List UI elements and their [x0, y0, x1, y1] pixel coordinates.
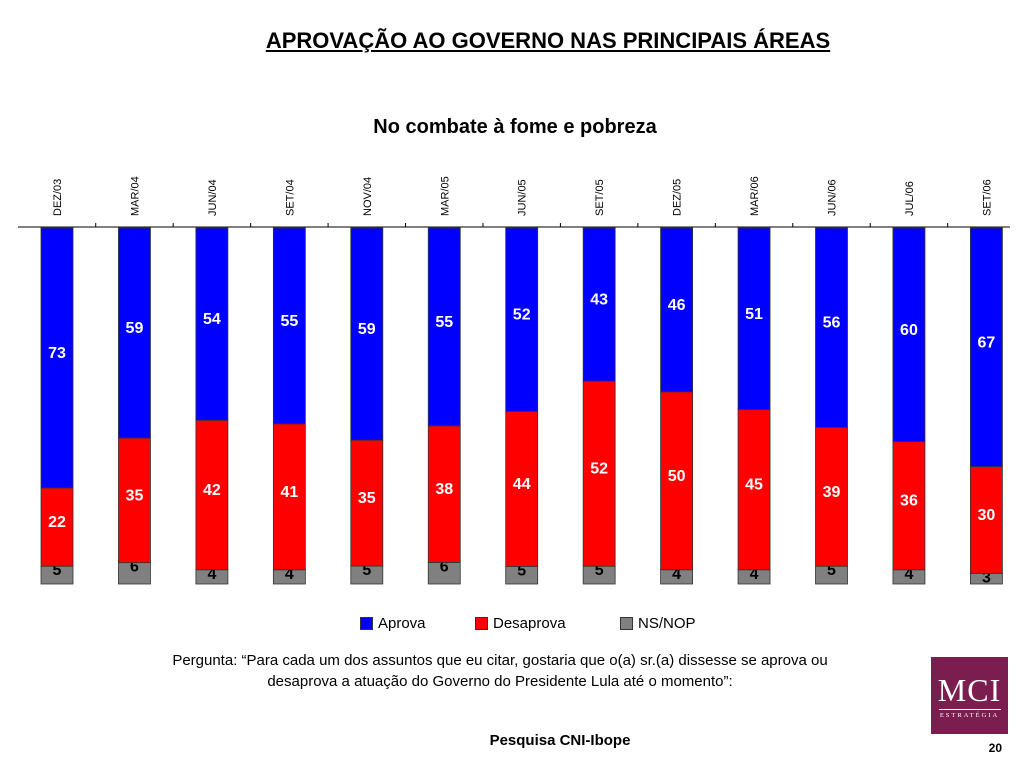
- data-label: 60: [900, 322, 918, 339]
- category-label: SET/06: [981, 179, 993, 216]
- data-label: 5: [595, 562, 604, 579]
- legend-label-nsnop: NS/NOP: [638, 614, 696, 632]
- category-label: MAR/05: [439, 176, 451, 216]
- bar-segment-desaprova: [427, 425, 461, 563]
- category-label: JUL/06: [904, 181, 916, 216]
- bar-segment-aprova: [118, 227, 151, 439]
- category-label: MAR/06: [749, 176, 761, 216]
- source-note: Pesquisa CNI-Ibope: [489, 732, 631, 749]
- bar-segment-aprova: [195, 227, 229, 421]
- data-label: 46: [668, 297, 686, 314]
- data-label: 5: [517, 562, 526, 579]
- mci-logo: MCI ESTRATÉGIA: [931, 657, 1008, 734]
- bar-segment-aprova: [40, 227, 74, 489]
- slide-title: APROVAÇÃO AO GOVERNO NAS PRINCIPAIS ÁREA…: [265, 28, 831, 53]
- data-label: 4: [207, 566, 216, 583]
- bar-segment-aprova: [272, 227, 306, 425]
- category-label: JUN/06: [827, 179, 839, 216]
- data-label: 4: [904, 566, 913, 583]
- data-label: 73: [48, 345, 66, 362]
- bar-segment-aprova: [660, 227, 693, 393]
- data-label: 5: [362, 562, 371, 579]
- data-label: 4: [285, 566, 294, 583]
- page-number: 20: [988, 741, 1002, 755]
- bar-segment-desaprova: [118, 437, 151, 564]
- data-label: 5: [827, 562, 836, 579]
- bar-segment-aprova: [815, 227, 848, 428]
- data-label: 52: [590, 461, 608, 478]
- bar-segment-aprova: [970, 227, 1003, 467]
- data-label: 51: [745, 306, 763, 323]
- logo-main-text: MCI: [937, 672, 1002, 708]
- survey-question: Pergunta: “Para cada um dos assuntos que…: [172, 652, 828, 690]
- data-label: 52: [513, 307, 531, 324]
- bar-segment-aprova: [350, 227, 384, 441]
- bar-segment-desaprova: [272, 423, 306, 571]
- bar-segment-desaprova: [737, 409, 771, 571]
- data-label: 45: [745, 477, 763, 494]
- data-label: 59: [126, 320, 144, 337]
- bar-segment-desaprova: [892, 441, 926, 571]
- bar-segment-desaprova: [195, 419, 229, 571]
- bar-segment-desaprova: [505, 410, 539, 567]
- category-label: SET/05: [594, 179, 606, 216]
- logo-sub-text: ESTRATÉGIA: [939, 712, 1000, 719]
- data-label: 6: [440, 558, 449, 575]
- legend-swatch-nsnop: [620, 616, 633, 630]
- category-label: JUN/04: [207, 179, 219, 216]
- legend-label-desaprova: Desaprova: [493, 614, 566, 632]
- category-label: DEZ/05: [672, 179, 684, 216]
- bar-segment-aprova: [737, 227, 771, 410]
- bar-segment-aprova: [582, 227, 616, 382]
- data-label: 56: [823, 315, 841, 332]
- data-label: 5: [53, 562, 62, 579]
- legend-item-aprova: Aprova: [360, 614, 426, 632]
- legend-swatch-aprova: [360, 616, 373, 630]
- data-label: 35: [126, 487, 144, 504]
- data-label: 36: [900, 493, 918, 510]
- category-label: SET/04: [284, 179, 296, 216]
- chart-title: No combate à fome e pobreza: [373, 116, 657, 138]
- data-label: 22: [48, 514, 66, 531]
- data-label: 55: [435, 314, 453, 331]
- legend-item-nsnop: NS/NOP: [620, 614, 696, 632]
- bar-segment-aprova: [892, 227, 926, 443]
- category-label: NOV/04: [362, 177, 374, 216]
- data-label: 42: [203, 482, 221, 499]
- data-label: 50: [668, 468, 686, 485]
- category-label: MAR/04: [129, 176, 141, 216]
- data-label: 44: [513, 476, 531, 493]
- data-label: 43: [590, 292, 608, 309]
- bar-segment-aprova: [505, 227, 539, 412]
- stacked-bar-chart: DEZ/0352273MAR/0463559JUN/0444254SET/044…: [18, 176, 1010, 586]
- data-label: 59: [358, 321, 376, 338]
- data-label: 30: [978, 507, 996, 524]
- data-label: 6: [130, 559, 139, 576]
- legend-swatch-desaprova: [475, 616, 488, 630]
- data-label: 4: [672, 566, 681, 583]
- bar-segment-desaprova: [40, 487, 74, 567]
- data-label: 3: [982, 569, 991, 586]
- bar-segment-desaprova: [660, 391, 693, 571]
- bar-segment-aprova: [427, 227, 461, 427]
- legend-label-aprova: Aprova: [378, 614, 426, 632]
- data-label: 54: [203, 311, 221, 328]
- legend-item-desaprova: Desaprova: [475, 614, 566, 632]
- data-label: 35: [358, 490, 376, 507]
- category-label: DEZ/03: [52, 179, 64, 216]
- data-label: 38: [435, 481, 453, 498]
- logo-divider: [938, 709, 1001, 710]
- data-label: 55: [280, 313, 298, 330]
- bar-segment-desaprova: [815, 426, 848, 567]
- bar-segment-desaprova: [970, 466, 1003, 574]
- category-label: JUN/05: [517, 179, 529, 216]
- data-label: 41: [280, 484, 298, 501]
- data-label: 67: [978, 334, 996, 351]
- bar-segment-desaprova: [582, 380, 616, 567]
- data-label: 4: [750, 566, 759, 583]
- data-label: 39: [823, 484, 841, 501]
